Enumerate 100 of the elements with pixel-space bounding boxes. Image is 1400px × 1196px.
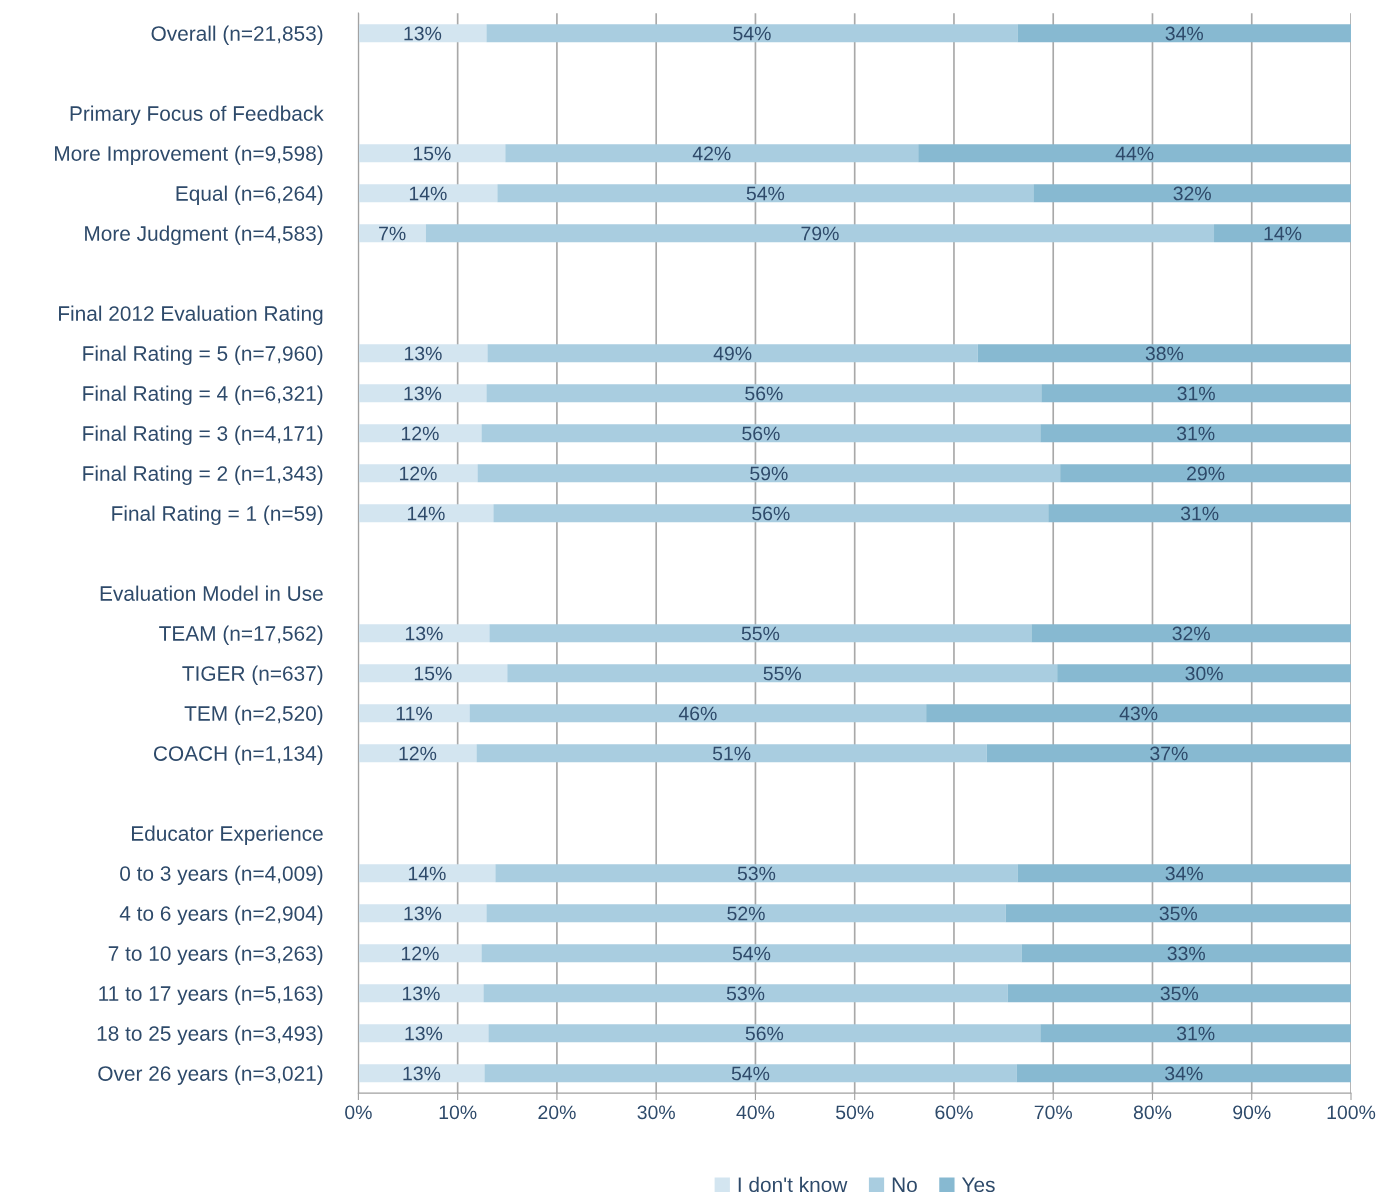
data-label: 29% [1187,466,1225,481]
bar [358,1064,485,1083]
y-tick-label: Primary Focus of Feedback [70,105,324,126]
bar [358,664,508,683]
y-tick-label: COACH (n=1,134) [153,745,323,766]
bar [425,224,1215,243]
data-label: 32% [1172,626,1210,641]
data-label: 53% [726,986,765,1001]
bar [489,624,1032,643]
bar [1057,664,1351,683]
bar [486,904,1006,923]
legend-label: No [892,1177,917,1193]
y-tick-label: Educator Experience [132,825,323,846]
data-label: 54% [746,186,785,201]
legend-label: Yes [961,1177,995,1193]
y-tick-label: Equal (n=6,264) [176,185,323,206]
data-label: 13% [402,986,440,1001]
data-label: 31% [1176,426,1215,441]
bar [1005,904,1351,923]
bar [358,944,482,963]
data-label: 15% [414,666,452,681]
data-label: 59% [750,466,788,481]
x-tick-label: 40% [736,1105,775,1120]
data-label: 43% [1119,706,1158,721]
x-tick-label: 20% [538,1105,576,1120]
bar [505,144,919,163]
y-tick-label: Final Rating = 3 (n=4,171) [83,425,323,446]
legend-label: I don't know [738,1176,848,1193]
data-label: 14% [409,186,447,201]
bar [1021,944,1351,963]
x-tick-label: 90% [1233,1105,1271,1120]
bar [486,24,1018,43]
bar [358,144,506,163]
y-tick-label: More Improvement (n=9,598) [55,145,323,166]
data-label: 79% [801,226,839,241]
data-label: 35% [1159,906,1198,921]
x-tick-label: 100% [1327,1105,1376,1120]
bar [1040,1024,1351,1043]
bar [986,744,1351,763]
y-tick-label: TIGER (n=637) [182,665,323,686]
data-label: 53% [737,866,776,881]
bar [358,504,494,523]
bar [469,704,927,723]
y-tick-label: TEM (n=2,520) [184,705,323,726]
data-label: 13% [405,626,443,641]
bar [1040,424,1351,443]
data-label: 55% [741,626,780,641]
data-label: 14% [407,506,445,521]
data-label: 30% [1185,666,1223,681]
x-tick-label: 80% [1133,1105,1172,1120]
data-label: 15% [413,146,451,161]
x-tick-label: 60% [935,1105,973,1120]
bar [1060,464,1351,483]
bar [918,144,1351,163]
bar [358,1024,489,1043]
data-label: 34% [1165,866,1204,881]
bar [481,944,1022,963]
data-label: 13% [404,906,442,921]
bar [497,184,1034,203]
bar [1041,384,1351,403]
bar [1033,184,1351,203]
y-tick-label: 11 to 17 years (n=5,163) [99,985,323,1006]
bar [358,904,487,923]
data-label: 34% [1165,1066,1203,1081]
bar [1048,504,1351,523]
bar [358,424,482,443]
x-tick-label: 30% [637,1105,675,1120]
data-label: 51% [712,746,751,761]
bar [486,384,1042,403]
x-tick-label: 50% [836,1105,874,1120]
bar [507,664,1058,683]
bar [358,24,487,43]
data-label: 34% [1165,26,1204,41]
y-tick-label: 18 to 25 years (n=3,493) [97,1025,323,1046]
data-label: 12% [401,426,439,441]
data-label: 56% [745,386,783,401]
data-label: 44% [1115,146,1154,161]
data-label: 46% [678,706,717,721]
data-label: 56% [742,426,780,441]
data-label: 55% [763,666,802,681]
data-label: 11% [396,706,433,721]
bar [358,344,488,363]
data-label: 31% [1176,1026,1215,1041]
bar [488,1024,1041,1043]
bar [358,464,478,483]
x-tick-label: 0% [345,1105,372,1120]
bar [1016,1064,1351,1083]
data-label: 13% [404,386,442,401]
y-tick-label: 0 to 3 years (n=4,009) [120,865,323,886]
y-tick-label: Final Rating = 4 (n=6,321) [83,385,323,406]
bar [1214,224,1351,243]
data-label: 56% [745,1026,784,1041]
bar [926,704,1351,723]
data-label: 56% [752,506,790,521]
bar [358,624,490,643]
bar [484,1064,1017,1083]
data-label: 54% [733,26,771,41]
data-label: 52% [727,906,765,921]
y-tick-label: Final Rating = 2 (n=1,343) [83,465,323,486]
y-tick-label: Final Rating = 5 (n=7,960) [83,345,323,366]
